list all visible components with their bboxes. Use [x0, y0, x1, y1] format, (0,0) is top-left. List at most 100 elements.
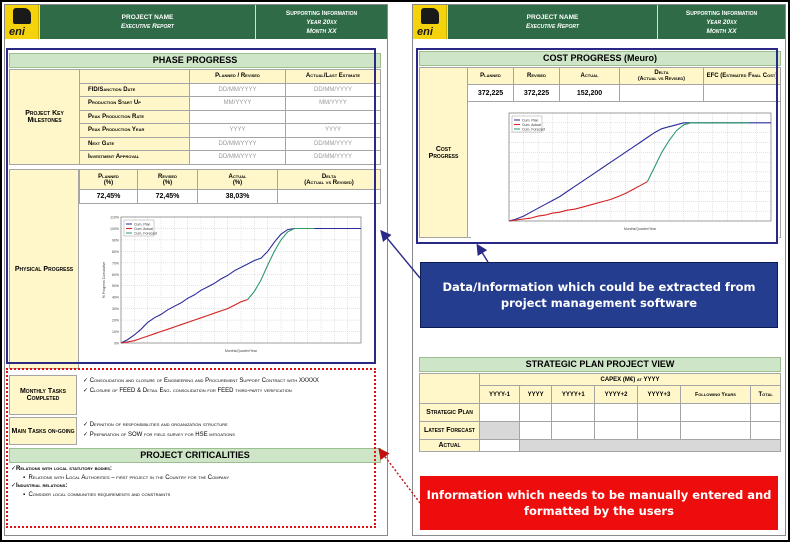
series-line	[508, 181, 648, 222]
list-item: ✓ Preparation of SOW for field survey fo…	[83, 432, 235, 438]
pct-actual-value: 38,03%	[197, 189, 278, 204]
y-tick-label: 50%	[112, 284, 119, 288]
executive-report-sheet: eni PROJECT NAME Executive Report Suppor…	[4, 4, 388, 536]
list-item: ✓ Closure of FEED & Detail Eng. consolid…	[83, 388, 292, 394]
col-actual-last-estimate: Actual/Last Estimate	[285, 69, 381, 84]
table-row: Latest Forecast	[419, 421, 781, 440]
capex-column-header: Total	[750, 385, 781, 404]
y-tick-label: 90%	[112, 238, 119, 242]
col-planned-revised: Planned / Revised	[189, 69, 286, 84]
list-item: ▪ Relations with Local Authorities – fir…	[23, 474, 230, 481]
logo-text: eni	[417, 26, 433, 38]
list-item: ✓ Definition of responsibilities and org…	[83, 422, 228, 428]
y-tick-label: 60%	[112, 273, 119, 277]
list-item: ▪ Consider local communities requirement…	[23, 491, 171, 498]
report-header: eni PROJECT NAME Executive Report Suppor…	[5, 5, 387, 39]
cost-progress-title: COST PROGRESS (Meuro)	[419, 51, 781, 66]
month-label: Month XX	[706, 27, 737, 35]
y-tick-label: 70%	[112, 261, 119, 265]
supporting-info-label: Supporting Information	[685, 9, 758, 17]
year-label: Year 20xx	[706, 18, 737, 26]
milestone-label: Peak Production Rate	[79, 109, 190, 124]
table-row: Production Start Up MM/YYYY MM/YYYY	[10, 96, 381, 111]
monthly-tasks-list: ✓ Consolidation and closure of Engineeri…	[83, 377, 379, 395]
x-axis-label: Months/Quarter/Year	[225, 349, 258, 353]
manual-data-callout: Information which needs to be manually e…	[420, 476, 778, 530]
project-name: PROJECT NAME	[121, 14, 174, 21]
y-tick-label: 20%	[112, 319, 119, 323]
capex-column-header: Following Years	[679, 385, 752, 404]
y-tick-label: 100%	[110, 227, 119, 231]
cost-efc-header: EFC (Estimated Final Cost)	[703, 67, 781, 85]
cost-revised-header: Revised	[513, 67, 560, 85]
capex-column-header: YYYY+3	[637, 385, 681, 404]
row-label: Actual	[419, 439, 480, 452]
extractable-data-callout: Data/Information which could be extracte…	[420, 262, 778, 328]
six-legged-dog-icon	[421, 8, 439, 24]
capex-column-header: YYYY+2	[594, 385, 639, 404]
legend-label: Cum. Plan	[522, 118, 538, 122]
y-tick-label: 30%	[112, 307, 119, 311]
supporting-info-label: Supporting Information	[285, 9, 358, 17]
pct-revised-value: 72,45%	[137, 189, 198, 204]
legend-label: Cum. Actual	[134, 227, 153, 231]
strategic-plan-title: STRATEGIC PLAN PROJECT VIEW	[419, 357, 781, 372]
series-line	[646, 122, 750, 182]
series-line	[120, 227, 361, 344]
project-name-cell: PROJECT NAME Executive Report	[39, 5, 255, 39]
table-row: Strategic Plan	[419, 403, 781, 422]
plot-frame	[120, 216, 362, 344]
milestones-table: Project Key Milestones Planned / Revised…	[9, 69, 381, 165]
physical-progress-chart-area: 0% 10% 20% 30% 40% 50% 60% 70% 80% 90% 100% 110% % P…	[81, 207, 379, 367]
table-row: Peak Production Year YYYY YYYY	[10, 123, 381, 138]
pct-planned-header: Planned (%)	[79, 169, 138, 190]
eni-logo: eni	[5, 5, 39, 39]
y-tick-label: 110%	[110, 216, 119, 220]
table-row: Investment Approval DD/MM/YYYY DD/MM/YYY…	[10, 150, 381, 165]
x-axis-label: Months/Quarter/Year	[624, 227, 657, 231]
table-row: FID/Sanction Date DD/MM/YYYY DD/MM/YYYY	[10, 82, 381, 97]
capex-column-header: YYYY-1	[478, 385, 521, 404]
legend-label: Cum. Forecast	[522, 127, 545, 131]
six-legged-dog-icon	[13, 8, 31, 24]
milestone-label: Investment Approval	[79, 150, 190, 165]
executive-report-label: Executive Report	[121, 23, 174, 30]
y-tick-label: 10%	[112, 330, 119, 334]
pct-delta-value	[277, 189, 381, 204]
main-tasks-list: ✓ Definition of responsibilities and org…	[83, 421, 379, 439]
manual-data-highlight	[6, 368, 376, 528]
criticalities-list: ✓Relations with local statutory bodies: …	[11, 465, 381, 499]
extractable-data-highlight-left	[6, 48, 376, 364]
criticality-heading: ✓Industrial relations:	[11, 483, 68, 489]
strategic-plan-table: CAPEX (M€) at YYYY YYYY-1 YYYY YYYY+1 YY…	[419, 373, 781, 452]
cost-actual-header: Actual	[559, 67, 620, 85]
legend-label: Cum. Forecast	[134, 231, 157, 235]
legend-label: Cum. Plan	[134, 222, 150, 226]
pct-actual-header: Actual (%)	[197, 169, 278, 190]
cost-progress-side-label: Cost Progress	[419, 67, 468, 238]
main-tasks-label: Main Tasks on-going	[9, 417, 77, 445]
cost-progress-chart-area: Months/Quarter/Year Cum. Plan Cum. Actual C…	[471, 105, 779, 239]
plot-frame	[508, 112, 772, 222]
y-tick-label: 80%	[112, 250, 119, 254]
report-header: eni PROJECT NAME Executive Report Suppor…	[413, 5, 785, 39]
capex-column-header: YYYY+1	[551, 385, 596, 404]
table-row: Actual	[419, 439, 781, 452]
capex-column-header: YYYY	[519, 385, 553, 404]
table-row: Peak Production Rate	[10, 109, 381, 124]
year-label: Year 20xx	[306, 18, 337, 26]
series-line	[120, 298, 248, 344]
row-label: Strategic Plan	[419, 403, 480, 422]
legend-label: Cum. Actual	[522, 123, 541, 127]
milestone-planned: DD/MM/YYYY	[189, 150, 286, 165]
series-line	[247, 227, 315, 300]
phase-progress-title: PHASE PROGRESS	[9, 53, 381, 68]
criticality-heading: ✓Relations with local statutory bodies:	[11, 466, 112, 472]
month-label: Month XX	[306, 27, 337, 35]
physical-progress-chart: 0% 10% 20% 30% 40% 50% 60% 70% 80% 90% 100% 110% % P…	[102, 216, 362, 353]
milestone-actual: DD/MM/YYYY	[285, 150, 381, 165]
